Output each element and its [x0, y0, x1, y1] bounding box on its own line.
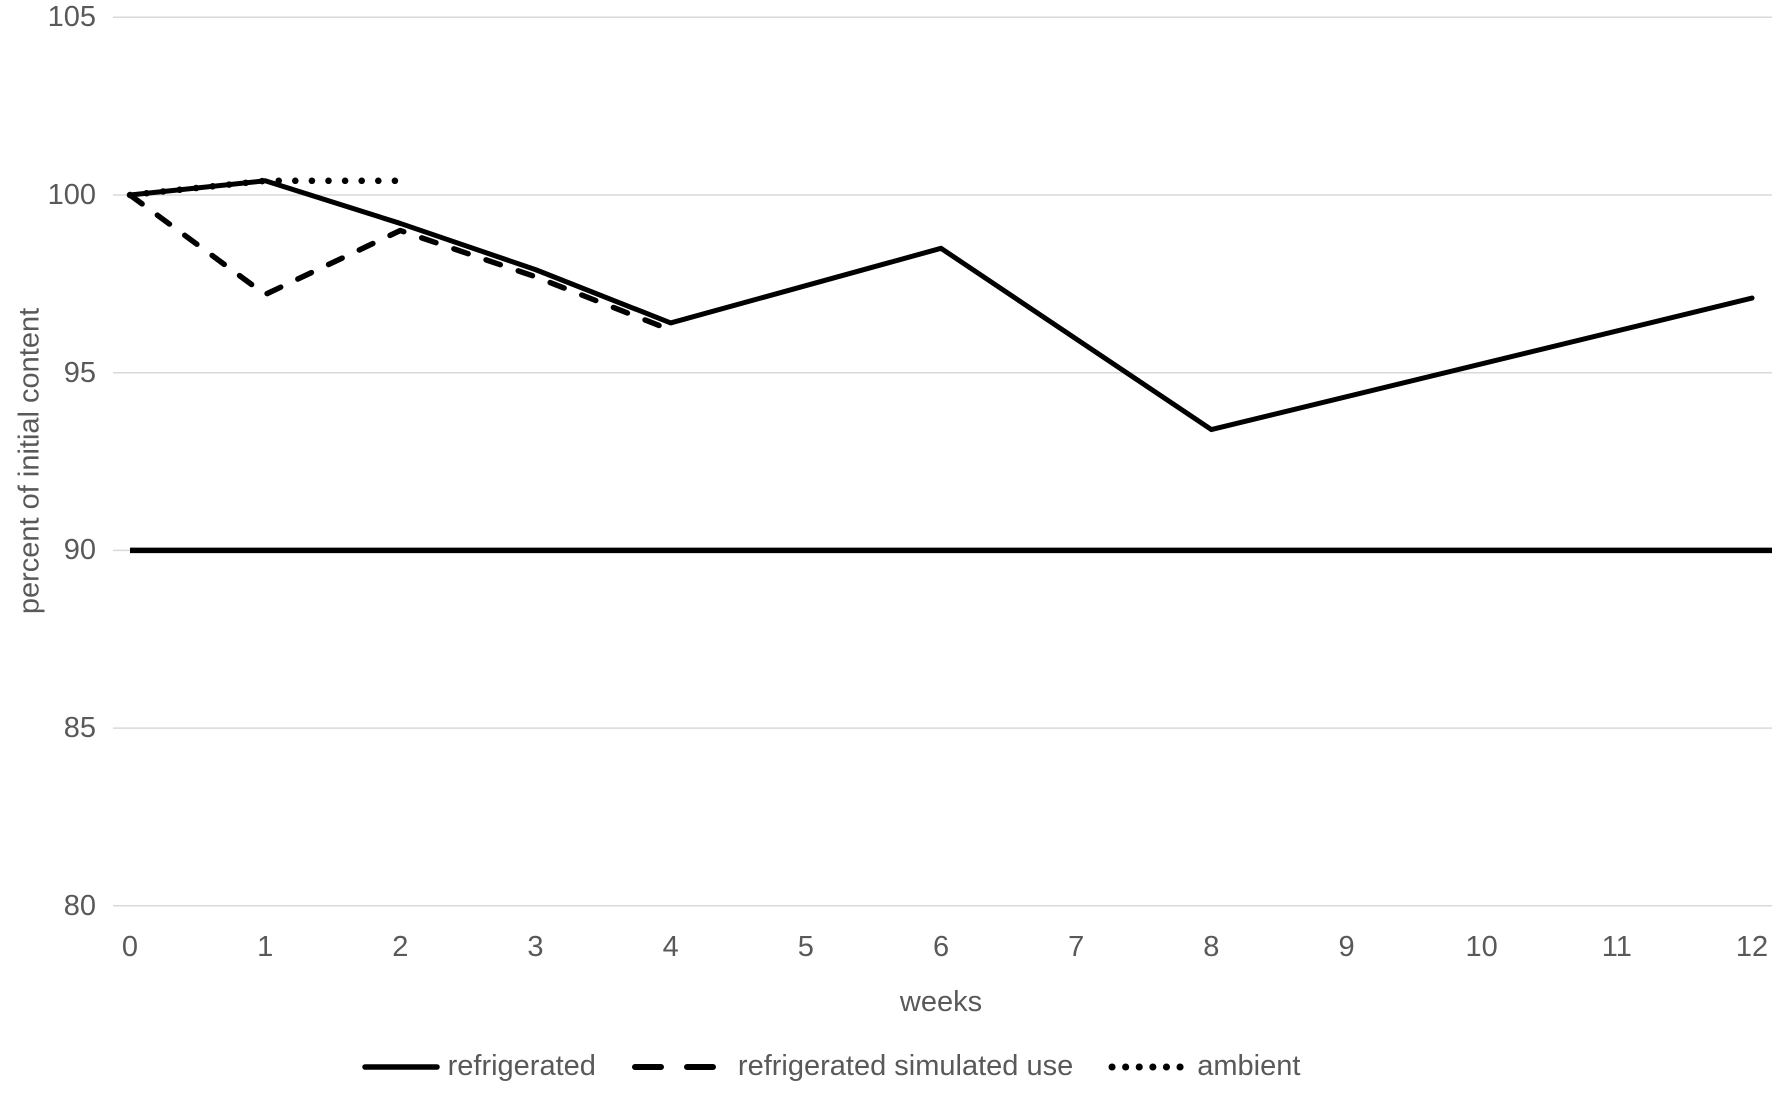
y-tick-label-85: 85	[63, 712, 96, 745]
series-line-ambient	[126, 177, 404, 199]
legend-item-refrigerated: refrigerated	[361, 1050, 596, 1083]
y-axis: 80 85 90 95 100 105	[0, 0, 96, 1115]
y-tick-label-80: 80	[63, 889, 96, 922]
x-axis: 0 1 2 3 4 5 6 7 8 9 10 11 12	[0, 930, 1772, 970]
series-line-refrigerated	[127, 178, 1755, 433]
series-line-refrigerated-simulated-use	[127, 192, 674, 333]
y-tick-label-100: 100	[47, 179, 96, 211]
x-tick-label-11: 11	[1601, 931, 1632, 963]
y-tick-label-105: 105	[47, 1, 96, 34]
legend-label: refrigerated	[447, 1050, 596, 1082]
x-tick-label-1: 1	[257, 931, 274, 963]
x-tick-label-6: 6	[932, 931, 950, 963]
dashed-line-swatch-icon	[631, 1063, 728, 1070]
x-tick-label-12: 12	[1735, 931, 1769, 963]
y-tick-label-90: 90	[63, 534, 96, 567]
x-tick-label-7: 7	[1068, 931, 1085, 963]
x-tick-label-9: 9	[1338, 931, 1355, 963]
legend-label: ambient	[1197, 1050, 1301, 1082]
y-tick-label-95: 95	[63, 356, 96, 389]
x-tick-label-0: 0	[121, 931, 139, 963]
x-axis-title: weeks	[899, 986, 983, 1018]
legend-label: refrigerated simulated use	[737, 1050, 1074, 1082]
dotted-line-swatch-icon	[1108, 1063, 1188, 1070]
legend-item-ambient: ambient	[1107, 1050, 1300, 1083]
x-tick-label-3: 3	[527, 931, 544, 963]
solid-line-swatch-icon	[361, 1063, 440, 1070]
x-tick-label-8: 8	[1203, 931, 1220, 963]
legend-item-refrigerated-simulated-use: refrigerated simulated use	[630, 1050, 1073, 1083]
x-tick-label-4: 4	[662, 931, 679, 963]
y-axis-title: percent of initial content	[13, 307, 46, 615]
x-tick-label-2: 2	[392, 931, 409, 963]
legend: refrigerated refrigerated simulated use …	[0, 1050, 1717, 1083]
x-tick-label-5: 5	[797, 931, 814, 963]
x-tick-label-10: 10	[1465, 931, 1498, 963]
